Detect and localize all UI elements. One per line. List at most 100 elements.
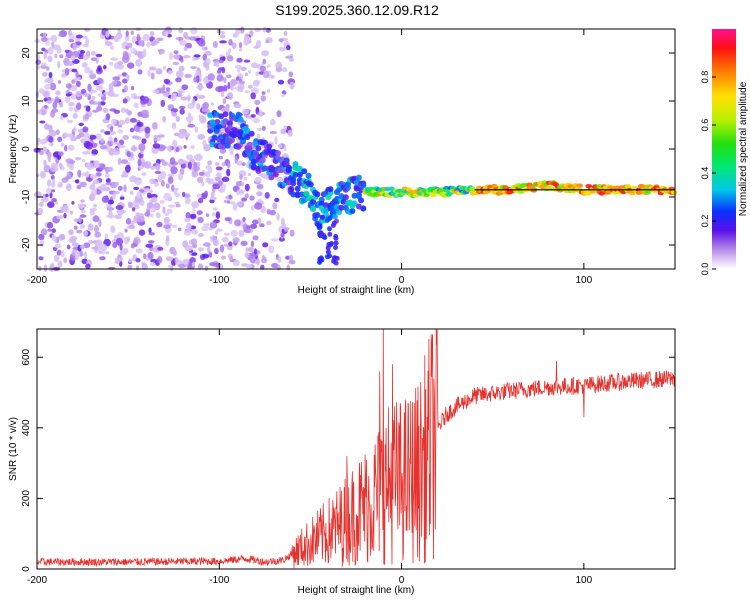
- spectrogram-cell: [166, 208, 173, 214]
- spectrogram-cell: [259, 223, 265, 228]
- spectrogram-cell: [51, 228, 56, 234]
- spectrogram-cell: [135, 136, 142, 141]
- spectrogram-cell: [154, 170, 162, 175]
- spectrogram-cell: [175, 203, 181, 208]
- spectrogram-cell: [171, 224, 178, 228]
- snr-x-ticks: -200 -100 0 100: [27, 329, 593, 586]
- spectrogram-cell: [150, 72, 155, 80]
- spectrogram-cell: [246, 145, 253, 152]
- spectrogram-cell: [113, 191, 120, 195]
- spectrogram-cell: [216, 74, 224, 82]
- spectrogram-cell: [122, 78, 128, 84]
- spectrogram-cell: [41, 47, 46, 52]
- spectrogram-cell: [90, 57, 97, 61]
- spectrogram-cell: [117, 157, 122, 165]
- spectrogram-cell: [129, 127, 135, 133]
- spectrogram-cell: [127, 264, 133, 269]
- spectrogram-cell: [237, 116, 244, 123]
- spectrogram-cell: [114, 214, 122, 220]
- spectrogram-cell: [85, 263, 91, 269]
- spectrogram-cell: [443, 188, 450, 193]
- spectrogram-cell: [96, 77, 103, 84]
- spectrogram-cell: [272, 202, 278, 210]
- spectrogram-cell: [255, 71, 259, 77]
- spectrogram-cell: [202, 102, 209, 109]
- colorbar-ticks: 0.0 0.2 0.4 0.6 0.8: [700, 71, 716, 275]
- spectrogram-cell: [70, 235, 78, 241]
- spectrogram-cell: [127, 62, 135, 69]
- spectrogram-cell: [259, 65, 266, 72]
- spectrogram-cell: [160, 99, 166, 108]
- spectrogram-cell: [333, 245, 338, 250]
- spectrogram-cell: [137, 158, 142, 167]
- spectrogram-cell: [189, 36, 197, 41]
- spectrogram-cell: [179, 39, 187, 46]
- spectrogram-cell: [345, 184, 351, 191]
- spectrogram-y-tick-label: 10: [21, 95, 32, 107]
- spectrogram-cell: [270, 118, 276, 126]
- spectrogram-cell: [187, 94, 191, 102]
- spectrogram-cell: [147, 251, 154, 260]
- spectrogram-cell: [161, 161, 169, 167]
- snr-frame: [36, 328, 676, 570]
- spectrogram-cell: [214, 247, 219, 255]
- spectrogram-cell: [94, 231, 102, 238]
- spectrogram-cell: [35, 53, 40, 61]
- spectrogram-cell: [236, 160, 243, 166]
- spectrogram-cell: [310, 198, 316, 205]
- spectrogram-cell: [173, 50, 179, 55]
- spectrogram-cell: [82, 126, 89, 133]
- spectrogram-cell: [65, 158, 74, 164]
- spectrogram-cell: [241, 108, 250, 115]
- spectrogram-cell: [74, 156, 82, 161]
- spectrogram-cell: [69, 172, 73, 176]
- spectrogram-cell: [209, 221, 218, 229]
- spectrogram-cell: [138, 39, 144, 47]
- spectrogram-cell: [319, 231, 325, 237]
- spectrogram-cell: [218, 59, 225, 64]
- spectrogram-cell: [63, 212, 67, 219]
- spectrogram-cell: [180, 57, 184, 63]
- spectrogram-cell: [126, 74, 130, 82]
- spectrogram-cell: [276, 213, 280, 221]
- spectrogram-cell: [56, 215, 64, 220]
- spectrogram-cell: [244, 72, 248, 77]
- spectrogram-cell: [289, 57, 294, 62]
- spectrogram-cell: [138, 143, 146, 152]
- spectrogram-cell: [92, 215, 100, 223]
- spectrogram-cell: [91, 50, 96, 56]
- spectrogram-cell: [133, 102, 139, 109]
- spectrogram-cell: [131, 35, 137, 44]
- spectrogram-cell: [58, 33, 65, 37]
- spectrogram-cell: [148, 227, 152, 234]
- spectrogram-cell: [254, 202, 263, 210]
- spectrogram-cell: [111, 80, 118, 86]
- spectrogram-cell: [254, 27, 261, 32]
- spectrogram-cell: [72, 112, 78, 119]
- spectrogram-cell: [268, 245, 275, 254]
- spectrogram-cell: [225, 74, 232, 79]
- spectrogram-cell: [187, 112, 192, 117]
- spectrogram-cell: [236, 57, 243, 63]
- spectrogram-cell: [256, 183, 264, 190]
- spectrogram-cell: [307, 181, 314, 188]
- spectrogram-cell: [197, 216, 204, 223]
- spectrogram-cell: [195, 153, 203, 162]
- spectrogram-cell: [60, 142, 65, 147]
- spectrogram-cell: [47, 46, 54, 55]
- spectrogram-cell: [54, 243, 62, 249]
- spectrogram-cell: [264, 192, 270, 199]
- spectrogram-cell: [112, 242, 118, 249]
- spectrogram-cell: [66, 244, 71, 250]
- spectrogram-cell: [253, 45, 260, 49]
- spectrogram-cell: [283, 227, 290, 231]
- spectrogram-cell: [85, 142, 94, 150]
- spectrogram-cell: [80, 224, 85, 229]
- spectrogram-cell: [69, 210, 73, 215]
- spectrogram-cell: [141, 162, 148, 167]
- spectrogram-cell: [256, 133, 261, 139]
- spectrogram-cell: [95, 86, 103, 91]
- spectrogram-cell: [305, 172, 312, 179]
- spectrogram-cell: [40, 196, 49, 203]
- spectrogram-cell: [35, 59, 41, 65]
